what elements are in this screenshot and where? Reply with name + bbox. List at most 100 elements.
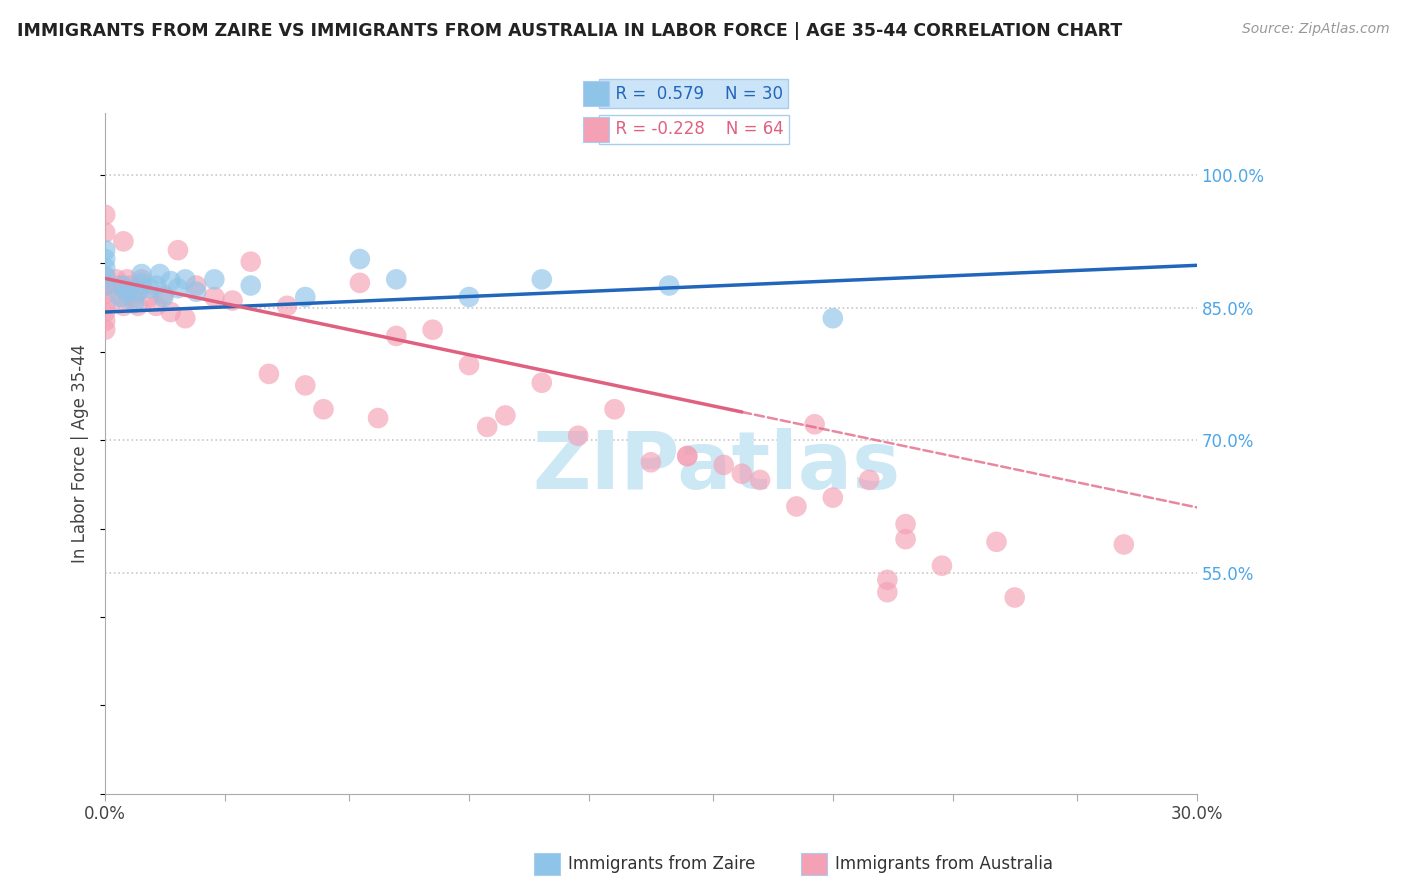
Point xyxy=(821,491,844,505)
Point xyxy=(138,281,160,295)
Point xyxy=(821,311,844,326)
Point xyxy=(458,358,481,372)
Point xyxy=(138,290,160,304)
Text: Immigrants from Australia: Immigrants from Australia xyxy=(835,855,1053,873)
Point xyxy=(112,299,135,313)
Point xyxy=(202,290,225,304)
Point xyxy=(174,272,197,286)
Point xyxy=(112,278,135,293)
Point xyxy=(94,323,117,337)
Point xyxy=(803,417,825,432)
Point xyxy=(94,305,117,319)
Point xyxy=(94,243,117,257)
Point xyxy=(131,276,153,290)
Point xyxy=(167,243,190,257)
Point xyxy=(731,467,754,481)
Point xyxy=(94,296,117,310)
Point xyxy=(894,517,917,532)
Point xyxy=(785,500,807,514)
Point xyxy=(349,276,371,290)
Point xyxy=(94,287,117,301)
Point xyxy=(186,278,208,293)
Point xyxy=(120,278,142,293)
Point xyxy=(186,285,208,299)
Point xyxy=(567,429,589,443)
Point xyxy=(458,290,481,304)
Point xyxy=(115,285,138,299)
Point xyxy=(312,402,335,417)
Point xyxy=(603,402,626,417)
Point xyxy=(159,274,181,288)
Point xyxy=(108,278,131,293)
Point xyxy=(530,376,553,390)
Point xyxy=(167,281,190,295)
Point xyxy=(276,299,298,313)
Point xyxy=(367,411,389,425)
Point xyxy=(257,367,280,381)
Point xyxy=(94,260,117,275)
Point xyxy=(676,449,699,463)
Point xyxy=(202,272,225,286)
Point xyxy=(105,272,128,286)
Point xyxy=(94,278,117,293)
Point xyxy=(124,290,146,304)
Point xyxy=(713,458,735,472)
Point xyxy=(294,378,316,392)
Point xyxy=(115,272,138,286)
Point xyxy=(94,226,117,240)
Point xyxy=(1004,591,1026,605)
Point xyxy=(112,281,135,295)
Point xyxy=(94,314,117,328)
Point xyxy=(422,323,444,337)
Y-axis label: In Labor Force | Age 35-44: In Labor Force | Age 35-44 xyxy=(72,344,89,563)
Point xyxy=(152,290,174,304)
Point xyxy=(477,420,499,434)
Point xyxy=(876,585,898,599)
Point xyxy=(159,305,181,319)
Point xyxy=(152,287,174,301)
Text: R =  0.579    N = 30: R = 0.579 N = 30 xyxy=(605,85,783,103)
Point xyxy=(131,272,153,286)
Point xyxy=(239,254,262,268)
Point xyxy=(658,278,681,293)
Point xyxy=(94,269,117,284)
Point xyxy=(294,290,316,304)
Text: Immigrants from Zaire: Immigrants from Zaire xyxy=(568,855,755,873)
Point xyxy=(986,534,1008,549)
Point xyxy=(876,573,898,587)
Point xyxy=(145,299,167,313)
Point xyxy=(239,278,262,293)
Point xyxy=(894,532,917,546)
Text: IMMIGRANTS FROM ZAIRE VS IMMIGRANTS FROM AUSTRALIA IN LABOR FORCE | AGE 35-44 CO: IMMIGRANTS FROM ZAIRE VS IMMIGRANTS FROM… xyxy=(17,22,1122,40)
Point xyxy=(494,409,516,423)
Point xyxy=(145,278,167,293)
Point xyxy=(94,278,117,293)
Point xyxy=(749,473,772,487)
Point xyxy=(1112,537,1135,551)
Point xyxy=(112,290,135,304)
Text: Source: ZipAtlas.com: Source: ZipAtlas.com xyxy=(1241,22,1389,37)
Point xyxy=(385,272,408,286)
Point xyxy=(124,296,146,310)
Point xyxy=(676,449,699,463)
Point xyxy=(112,235,135,249)
Point xyxy=(127,285,149,299)
Point xyxy=(127,299,149,313)
Point xyxy=(94,252,117,266)
Point xyxy=(530,272,553,286)
Point xyxy=(131,267,153,281)
Point xyxy=(149,267,172,281)
Point xyxy=(131,278,153,293)
Point xyxy=(349,252,371,266)
Point xyxy=(858,473,880,487)
Point xyxy=(94,269,117,284)
Point xyxy=(931,558,953,573)
Point xyxy=(174,311,197,326)
Point xyxy=(221,293,243,308)
Point xyxy=(108,290,131,304)
Point xyxy=(94,208,117,222)
Point xyxy=(640,455,662,469)
Point xyxy=(385,329,408,343)
Point xyxy=(94,278,117,293)
Text: R = -0.228    N = 64: R = -0.228 N = 64 xyxy=(605,120,783,138)
